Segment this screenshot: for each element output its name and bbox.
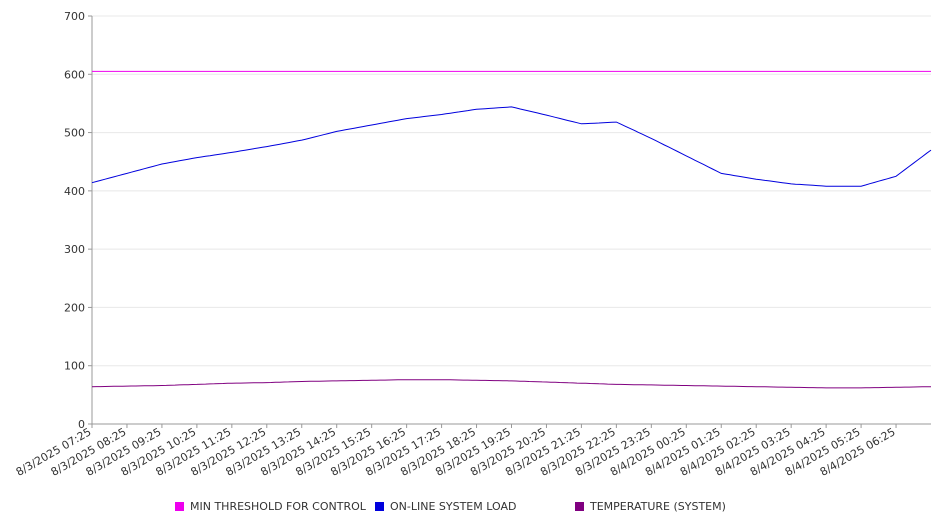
legend-item-system-load: ON-LINE SYSTEM LOAD xyxy=(375,498,516,514)
grid-lines xyxy=(92,15,931,367)
legend-label: ON-LINE SYSTEM LOAD xyxy=(390,499,517,513)
y-tick-label: 500 xyxy=(64,127,85,140)
legend-label: MIN THRESHOLD FOR CONTROL xyxy=(190,499,366,513)
legend-swatch xyxy=(175,501,184,511)
y-tick-label: 300 xyxy=(64,243,85,256)
y-tick-label: 200 xyxy=(64,301,85,314)
legend-swatch xyxy=(575,501,584,511)
y-tick-label: 600 xyxy=(64,68,85,81)
legend-item-temperature: TEMPERATURE (SYSTEM) xyxy=(575,498,726,514)
series-line-temperature-system xyxy=(91,379,932,389)
series-line-on-line-system-load xyxy=(91,106,932,187)
y-tick-label: 400 xyxy=(64,185,85,198)
series-lines xyxy=(91,70,932,389)
legend-label: TEMPERATURE (SYSTEM) xyxy=(590,499,726,513)
axes xyxy=(88,15,931,428)
y-tick-label: 0 xyxy=(78,418,85,431)
legend-swatch xyxy=(375,501,384,511)
y-tick-label: 700 xyxy=(64,10,85,23)
y-tick-labels: 0 100 200 300 400 500 600 700 xyxy=(64,10,85,431)
y-tick-label: 100 xyxy=(64,360,85,373)
legend-item-min-threshold: MIN THRESHOLD FOR CONTROL xyxy=(175,498,366,514)
x-tick-labels: 8/3/2025 07:258/3/2025 08:258/3/2025 09:… xyxy=(14,425,898,479)
